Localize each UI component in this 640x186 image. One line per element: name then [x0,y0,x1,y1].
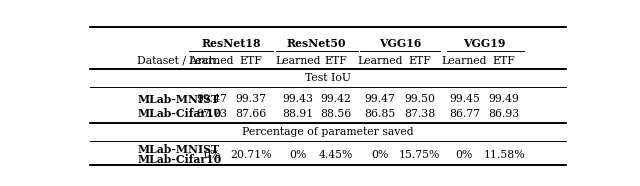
Text: ETF: ETF [240,56,262,66]
Text: VGG19: VGG19 [463,38,506,49]
Text: MLab-MNIST: MLab-MNIST [137,94,219,105]
Text: 0%: 0% [456,150,473,160]
Text: 87.66: 87.66 [236,109,267,119]
Text: MLab-Cifar10: MLab-Cifar10 [137,154,221,165]
Text: 99.43: 99.43 [283,94,314,104]
Text: 4.45%: 4.45% [318,150,353,160]
Text: Learned: Learned [275,56,321,66]
Text: 87.73: 87.73 [196,109,227,119]
Text: ResNet50: ResNet50 [287,38,346,49]
Text: ETF: ETF [493,56,515,66]
Text: 99.37: 99.37 [236,94,267,104]
Text: ResNet18: ResNet18 [202,38,261,49]
Text: 0%: 0% [371,150,388,160]
Text: 99.47: 99.47 [365,94,396,104]
Text: 99.42: 99.42 [320,94,351,104]
Text: 86.93: 86.93 [488,109,520,119]
Text: 99.45: 99.45 [449,94,480,104]
Text: 86.85: 86.85 [364,109,396,119]
Text: 88.56: 88.56 [320,109,351,119]
Text: 99.47: 99.47 [196,94,227,104]
Text: VGG16: VGG16 [379,38,421,49]
Text: Percentage of parameter saved: Percentage of parameter saved [242,127,414,137]
Text: MLab-MNIST: MLab-MNIST [137,144,219,155]
Text: 88.91: 88.91 [283,109,314,119]
Text: 99.50: 99.50 [404,94,435,104]
Text: Learned: Learned [442,56,487,66]
Text: ETF: ETF [324,56,347,66]
Text: 0%: 0% [203,150,220,160]
Text: 11.58%: 11.58% [483,150,525,160]
Text: MLab-Cifar10: MLab-Cifar10 [137,108,221,119]
Text: 0%: 0% [289,150,307,160]
Text: Learned: Learned [357,56,403,66]
Text: 87.38: 87.38 [404,109,435,119]
Text: 15.75%: 15.75% [399,150,440,160]
Text: 99.49: 99.49 [489,94,520,104]
Text: 20.71%: 20.71% [230,150,272,160]
Text: Dataset / Arch.: Dataset / Arch. [137,56,219,66]
Text: Test IoU: Test IoU [305,73,351,83]
Text: ETF: ETF [408,56,431,66]
Text: Learned: Learned [189,56,234,66]
Text: 86.77: 86.77 [449,109,480,119]
